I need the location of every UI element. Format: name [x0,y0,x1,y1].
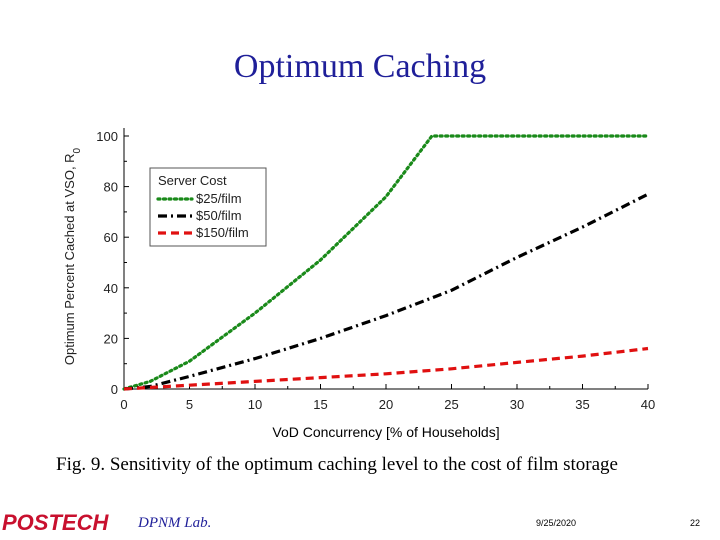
y-tick-label: 60 [104,230,118,245]
slide-title: Optimum Caching [233,48,487,85]
y-tick-label: 100 [96,129,118,144]
series-50-film-line [123,192,649,391]
y-tick-label: 20 [104,331,118,346]
y-axis-label-subscript: 0 [72,147,83,153]
x-tick-label: 35 [575,397,589,412]
y-axis-label: Optimum Percent Cached at VSO, R0 [62,147,83,365]
legend-entry-label: $25/film [196,191,242,206]
x-axis-label: VoD Concurrency [% of Households] [272,424,499,440]
series-25-film-line [122,134,650,391]
legend-box [149,167,267,247]
series-group [122,134,650,391]
y-tick-label: 80 [104,180,118,195]
legend-title: Server Cost [158,173,227,188]
y-tick-label: 40 [104,281,118,296]
x-tick-label: 5 [186,397,193,412]
series-150-film-line [123,346,649,391]
legend-entry-label: $50/film [196,208,242,223]
x-tick-label: 25 [444,397,458,412]
x-tick-label: 40 [641,397,655,412]
legend: Server Cost $25/film $50/film $150/film [149,167,267,247]
line-chart: 0 5 10 15 20 25 30 35 40 0 20 40 60 80 100 VoD Concurre… [62,128,655,440]
x-tick-label: 10 [248,397,262,412]
figure-caption: Fig. 9. Sensitivity of the optimum cachi… [56,454,618,475]
x-tick-label: 15 [313,397,327,412]
legend-entry-label: $150/film [196,225,249,240]
x-tick-label: 0 [120,397,127,412]
y-tick-label: 0 [111,382,118,397]
x-tick-label: 20 [379,397,393,412]
page-number: 22 [690,518,701,528]
slide-date: 9/25/2020 [536,518,577,528]
postech-logo: POSTECH [2,510,109,535]
x-tick-label: 30 [510,397,524,412]
lab-name: DPNM Lab. [138,515,212,531]
